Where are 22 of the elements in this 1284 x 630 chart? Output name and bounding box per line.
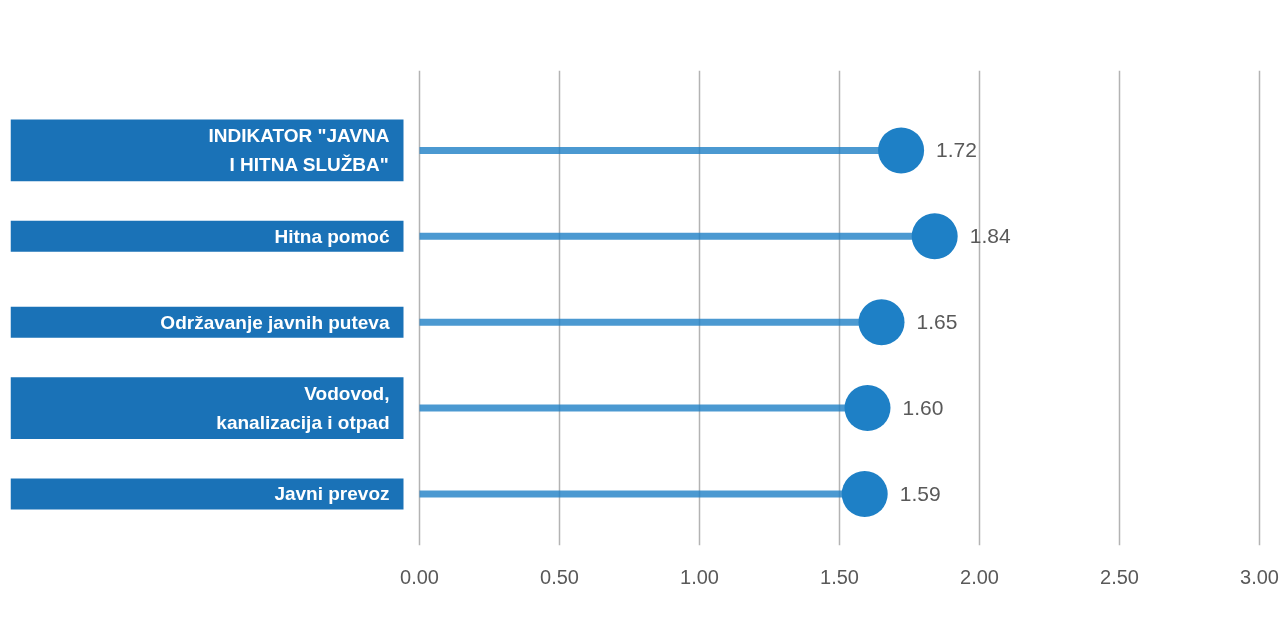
point [858,299,905,346]
y-tick-label: Javni prevoz [274,483,390,505]
data-label: 1.59 [899,481,941,505]
y-tick-label: Održavanje javnih puteva [160,311,390,333]
data-label: 1.84 [969,224,1011,248]
x-tick-label: 1.50 [820,565,859,588]
data-label: 1.72 [936,138,977,162]
data-label: 1.60 [902,396,944,420]
x-tick-label: 2.00 [960,565,999,588]
x-tick-label: 1.00 [680,565,719,588]
y-tick-label: Hitna pomoć [274,225,390,247]
x-tick-label: 0.50 [540,565,579,588]
x-tick-label: 0.00 [400,565,439,588]
point [844,385,891,432]
y-tick-label: Vodovod, kanalizacija i otpad [216,382,390,434]
x-tick-label: 2.50 [1100,565,1139,588]
point [911,213,958,260]
point [841,471,888,517]
point [878,127,925,174]
data-label: 1.65 [916,310,958,334]
y-tick-label: INDIKATOR "JAVNA I HITNA SLUŽBA" [208,125,390,176]
x-tick-label: 3.00 [1240,565,1279,588]
